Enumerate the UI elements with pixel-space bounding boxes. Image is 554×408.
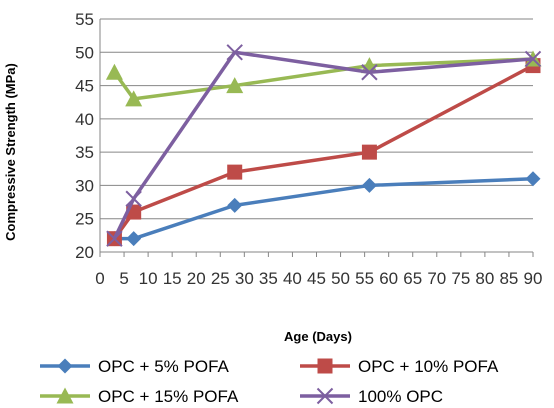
legend-label: OPC + 5% POFA [98, 357, 230, 376]
legend: OPC + 5% POFA OPC + 10% POFA OPC + 15% POF… [40, 357, 499, 406]
y-tick-label: 35 [75, 143, 94, 162]
x-tick-label: 60 [379, 269, 398, 288]
data-point [105, 63, 123, 80]
x-tick-label: 45 [307, 269, 326, 288]
legend-entry-1: OPC + 5% POFA [40, 357, 230, 376]
data-point [361, 64, 378, 81]
legend-marker [57, 358, 73, 374]
data-point [106, 230, 123, 247]
data-point [226, 44, 243, 61]
gridlines [100, 18, 533, 220]
x-tick-label: 55 [355, 269, 374, 288]
data-point [227, 197, 243, 213]
x-axis-title: Age (Days) [284, 329, 352, 344]
y-tick-label: 55 [75, 10, 94, 29]
series-1 [106, 171, 541, 247]
x-tick-label: 80 [475, 269, 494, 288]
data-point [226, 77, 244, 94]
x-tick-label: 35 [259, 269, 278, 288]
legend-label: OPC + 10% POFA [358, 357, 499, 376]
legend-marker [56, 387, 74, 404]
legend-entry-4: 100% OPC [300, 387, 443, 406]
tick-labels: 20 25 30 35 40 45 50 55 0 5 10 15 20 25 30 35 40 45 50 55 60… [75, 10, 542, 288]
x-tick-label: 30 [235, 269, 254, 288]
legend-entry-2: OPC + 10% POFA [300, 357, 499, 376]
data-point [361, 144, 377, 160]
data-point [525, 171, 541, 187]
series-layer [105, 44, 542, 247]
x-tick-label: 90 [524, 269, 543, 288]
series-line [114, 177, 534, 241]
y-axis-title: Compressive Strength (MPa) [3, 63, 18, 241]
y-tick-label: 30 [75, 176, 94, 195]
data-point [126, 231, 142, 247]
x-tick-label: 40 [283, 269, 302, 288]
x-tick-label: 65 [403, 269, 422, 288]
data-point [361, 177, 377, 193]
y-tick-label: 25 [75, 210, 94, 229]
y-tick-label: 40 [75, 110, 94, 129]
y-tick-label: 20 [75, 243, 94, 262]
series-line [112, 50, 534, 240]
x-tick-label: 25 [211, 269, 230, 288]
x-tick-label: 50 [331, 269, 350, 288]
x-tick-label: 70 [427, 269, 446, 288]
x-tick-label: 0 [95, 269, 104, 288]
x-tick-label: 85 [499, 269, 518, 288]
x-tick-label: 10 [139, 269, 158, 288]
axes [99, 19, 534, 257]
legend-marker [316, 387, 334, 405]
x-tick-label: 15 [163, 269, 182, 288]
legend-entry-3: OPC + 15% POFA [40, 387, 239, 406]
data-point [125, 90, 143, 107]
y-tick-label: 50 [75, 43, 94, 62]
legend-label: OPC + 15% POFA [98, 387, 239, 406]
data-point [125, 190, 142, 207]
data-point [524, 50, 542, 68]
x-tick-label: 75 [451, 269, 470, 288]
y-tick-label: 45 [75, 77, 94, 96]
legend-label: 100% OPC [358, 387, 443, 406]
x-tick-label: 20 [187, 269, 206, 288]
series-4 [106, 44, 542, 247]
data-point [227, 164, 243, 180]
legend-marker [317, 358, 333, 374]
x-tick-label: 5 [119, 269, 128, 288]
series-3 [105, 50, 542, 107]
